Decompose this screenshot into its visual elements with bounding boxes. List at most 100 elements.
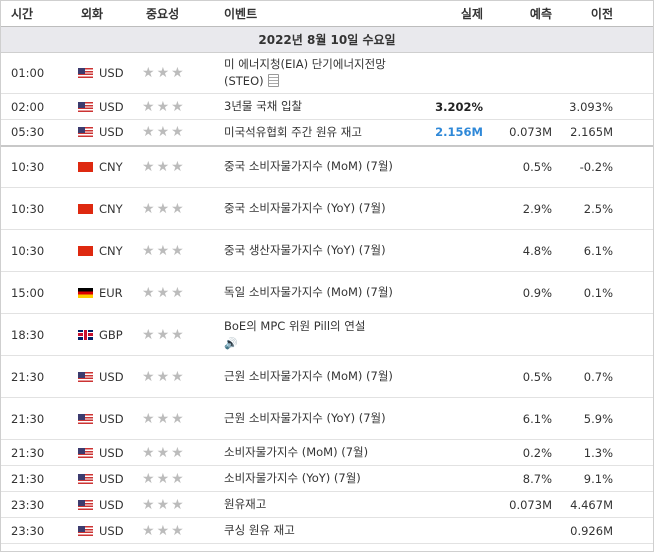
importance-stars: ★★★: [136, 355, 224, 398]
event-name[interactable]: 소비자물가지수 (YoY) (7월): [224, 465, 409, 492]
event-previous: -0.2%: [558, 145, 653, 188]
star-icon: ★: [171, 242, 186, 259]
event-time: 10:30: [1, 229, 71, 272]
event-row[interactable]: 10:30 CNY ★★★ 중국 소비자물가지수 (YoY) (7월) 2.9% 2.5%: [1, 187, 653, 230]
header-currency[interactable]: 외화: [71, 1, 136, 27]
star-icon: ★: [156, 522, 172, 539]
event-row[interactable]: 18:30 GBP ★★★ BoE의 MPC 위원 Pill의 연설 🔊: [1, 313, 653, 356]
currency-code: USD: [99, 66, 124, 80]
star-icon: ★: [142, 65, 157, 81]
event-name[interactable]: 원유재고: [224, 491, 409, 518]
header-actual[interactable]: 실제: [409, 1, 489, 27]
event-forecast: [489, 52, 558, 94]
event-link[interactable]: 독일 소비자물가지수 (MoM) (7월): [224, 285, 393, 299]
event-actual: [409, 355, 489, 398]
event-row[interactable]: 15:00 EUR ★★★ 독일 소비자물가지수 (MoM) (7월) 0.9% 0.1%: [1, 271, 653, 314]
event-forecast: 0.073M: [489, 491, 558, 518]
event-name[interactable]: BoE의 MPC 위원 Pill의 연설 🔊: [224, 313, 409, 356]
event-name[interactable]: 중국 소비자물가지수 (MoM) (7월): [224, 145, 409, 188]
star-icon: ★: [156, 410, 172, 427]
document-icon[interactable]: [267, 74, 279, 87]
star-icon: ★: [156, 470, 172, 487]
event-forecast: 0.9%: [489, 271, 558, 314]
event-name[interactable]: 중국 소비자물가지수 (YoY) (7월): [224, 187, 409, 230]
event-currency: USD: [71, 439, 136, 466]
event-time: 15:00: [1, 271, 71, 314]
event-link[interactable]: 소비자물가지수 (MoM) (7월): [224, 445, 369, 459]
star-icon: ★: [171, 124, 186, 141]
event-previous: 6.1%: [558, 229, 653, 272]
event-link[interactable]: 미 에너지청(EIA) 단기에너지전망(STEO): [224, 57, 386, 88]
event-row[interactable]: 21:30 USD ★★★ 근원 소비자물가지수 (MoM) (7월) 0.5% 0.7%: [1, 355, 653, 398]
event-name[interactable]: 소비자물가지수 (MoM) (7월): [224, 439, 409, 466]
importance-stars: ★★★: [136, 52, 224, 94]
event-time: 21:30: [1, 355, 71, 398]
event-row[interactable]: 21:30 USD ★★★ 근원 소비자물가지수 (YoY) (7월) 6.1% 5.9%: [1, 397, 653, 440]
event-actual: [409, 491, 489, 518]
event-row[interactable]: 05:30 USD ★★★ 미국석유협회 주간 원유 재고 2.156M 0.073M 2.…: [1, 119, 653, 147]
event-link[interactable]: 중국 생산자물가지수 (YoY) (7월): [224, 243, 386, 257]
event-row[interactable]: 10:30 CNY ★★★ 중국 소비자물가지수 (MoM) (7월) 0.5% -0.2…: [1, 145, 653, 188]
event-link[interactable]: 소비자물가지수 (YoY) (7월): [224, 471, 361, 485]
star-icon: ★: [156, 496, 172, 513]
header-importance[interactable]: 중요성: [136, 1, 224, 27]
event-link[interactable]: 미국석유협회 주간 원유 재고: [224, 124, 362, 139]
event-name[interactable]: 미 에너지청(EIA) 단기에너지전망(STEO): [224, 52, 409, 94]
header-event[interactable]: 이벤트: [224, 1, 409, 27]
event-link[interactable]: 쿠싱 원유 재고: [224, 523, 295, 537]
event-forecast: 2.9%: [489, 187, 558, 230]
star-icon: ★: [171, 522, 186, 539]
importance-stars: ★★★: [136, 93, 224, 120]
uk-flag-icon: [78, 329, 93, 340]
event-name[interactable]: 쿠싱 원유 재고: [224, 517, 409, 544]
event-name[interactable]: 독일 소비자물가지수 (MoM) (7월): [224, 271, 409, 314]
event-currency: USD: [71, 355, 136, 398]
event-time: 21:30: [1, 397, 71, 440]
header-time[interactable]: 시간: [1, 1, 71, 27]
currency-code: GBP: [99, 327, 123, 342]
event-link[interactable]: 중국 소비자물가지수 (MoM) (7월): [224, 159, 393, 174]
event-link[interactable]: 근원 소비자물가지수 (YoY) (7월): [224, 411, 386, 425]
event-link[interactable]: 3년물 국채 입찰: [224, 99, 303, 113]
star-icon: ★: [156, 200, 172, 217]
event-name[interactable]: 미국석유협회 주간 원유 재고: [224, 119, 409, 147]
event-link[interactable]: 중국 소비자물가지수 (YoY) (7월): [224, 201, 386, 215]
event-link[interactable]: 근원 소비자물가지수 (MoM) (7월): [224, 369, 393, 383]
event-name[interactable]: 근원 소비자물가지수 (YoY) (7월): [224, 397, 409, 440]
currency-code: USD: [99, 471, 124, 486]
currency-code: USD: [99, 411, 124, 426]
us-flag-icon: [78, 127, 93, 138]
event-row[interactable]: 10:30 CNY ★★★ 중국 생산자물가지수 (YoY) (7월) 4.8% 6.1%: [1, 229, 653, 272]
event-link[interactable]: 원유재고: [224, 497, 267, 511]
header-forecast[interactable]: 예측: [489, 1, 558, 27]
event-forecast: 0.5%: [489, 355, 558, 398]
event-row[interactable]: 01:00 USD ★★★ 미 에너지청(EIA) 단기에너지전망(STEO): [1, 52, 653, 94]
speaker-icon[interactable]: 🔊: [224, 336, 238, 350]
event-row[interactable]: 23:30 USD ★★★ 원유재고 0.073M 4.467M: [1, 491, 653, 518]
importance-stars: ★★★: [136, 271, 224, 314]
importance-stars: ★★★: [136, 439, 224, 466]
event-row[interactable]: 23:30 USD ★★★ 쿠싱 원유 재고 0.926M: [1, 517, 653, 544]
event-name[interactable]: 근원 소비자물가지수 (MoM) (7월): [224, 355, 409, 398]
event-actual: 3.202%: [409, 93, 489, 120]
event-actual: [409, 517, 489, 544]
event-link[interactable]: BoE의 MPC 위원 Pill의 연설: [224, 318, 366, 333]
header-previous[interactable]: 이전: [558, 1, 653, 27]
star-icon: ★: [142, 284, 157, 301]
us-flag-icon: [78, 473, 93, 484]
importance-stars: ★★★: [136, 119, 224, 147]
currency-code: USD: [99, 523, 124, 538]
event-previous: 0.1%: [558, 271, 653, 314]
event-forecast: [489, 517, 558, 544]
event-forecast: [489, 93, 558, 120]
event-forecast: 4.8%: [489, 229, 558, 272]
currency-code: CNY: [99, 243, 123, 258]
event-name[interactable]: 3년물 국채 입찰: [224, 93, 409, 120]
event-row[interactable]: 21:30 USD ★★★ 소비자물가지수 (YoY) (7월) 8.7% 9.1%: [1, 465, 653, 492]
event-row[interactable]: 21:30 USD ★★★ 소비자물가지수 (MoM) (7월) 0.2% 1.3%: [1, 439, 653, 466]
event-row[interactable]: 02:00 USD ★★★ 3년물 국채 입찰 3.202% 3.093%: [1, 93, 653, 120]
event-name[interactable]: 중국 생산자물가지수 (YoY) (7월): [224, 229, 409, 272]
event-currency: USD: [71, 397, 136, 440]
importance-stars: ★★★: [136, 517, 224, 544]
